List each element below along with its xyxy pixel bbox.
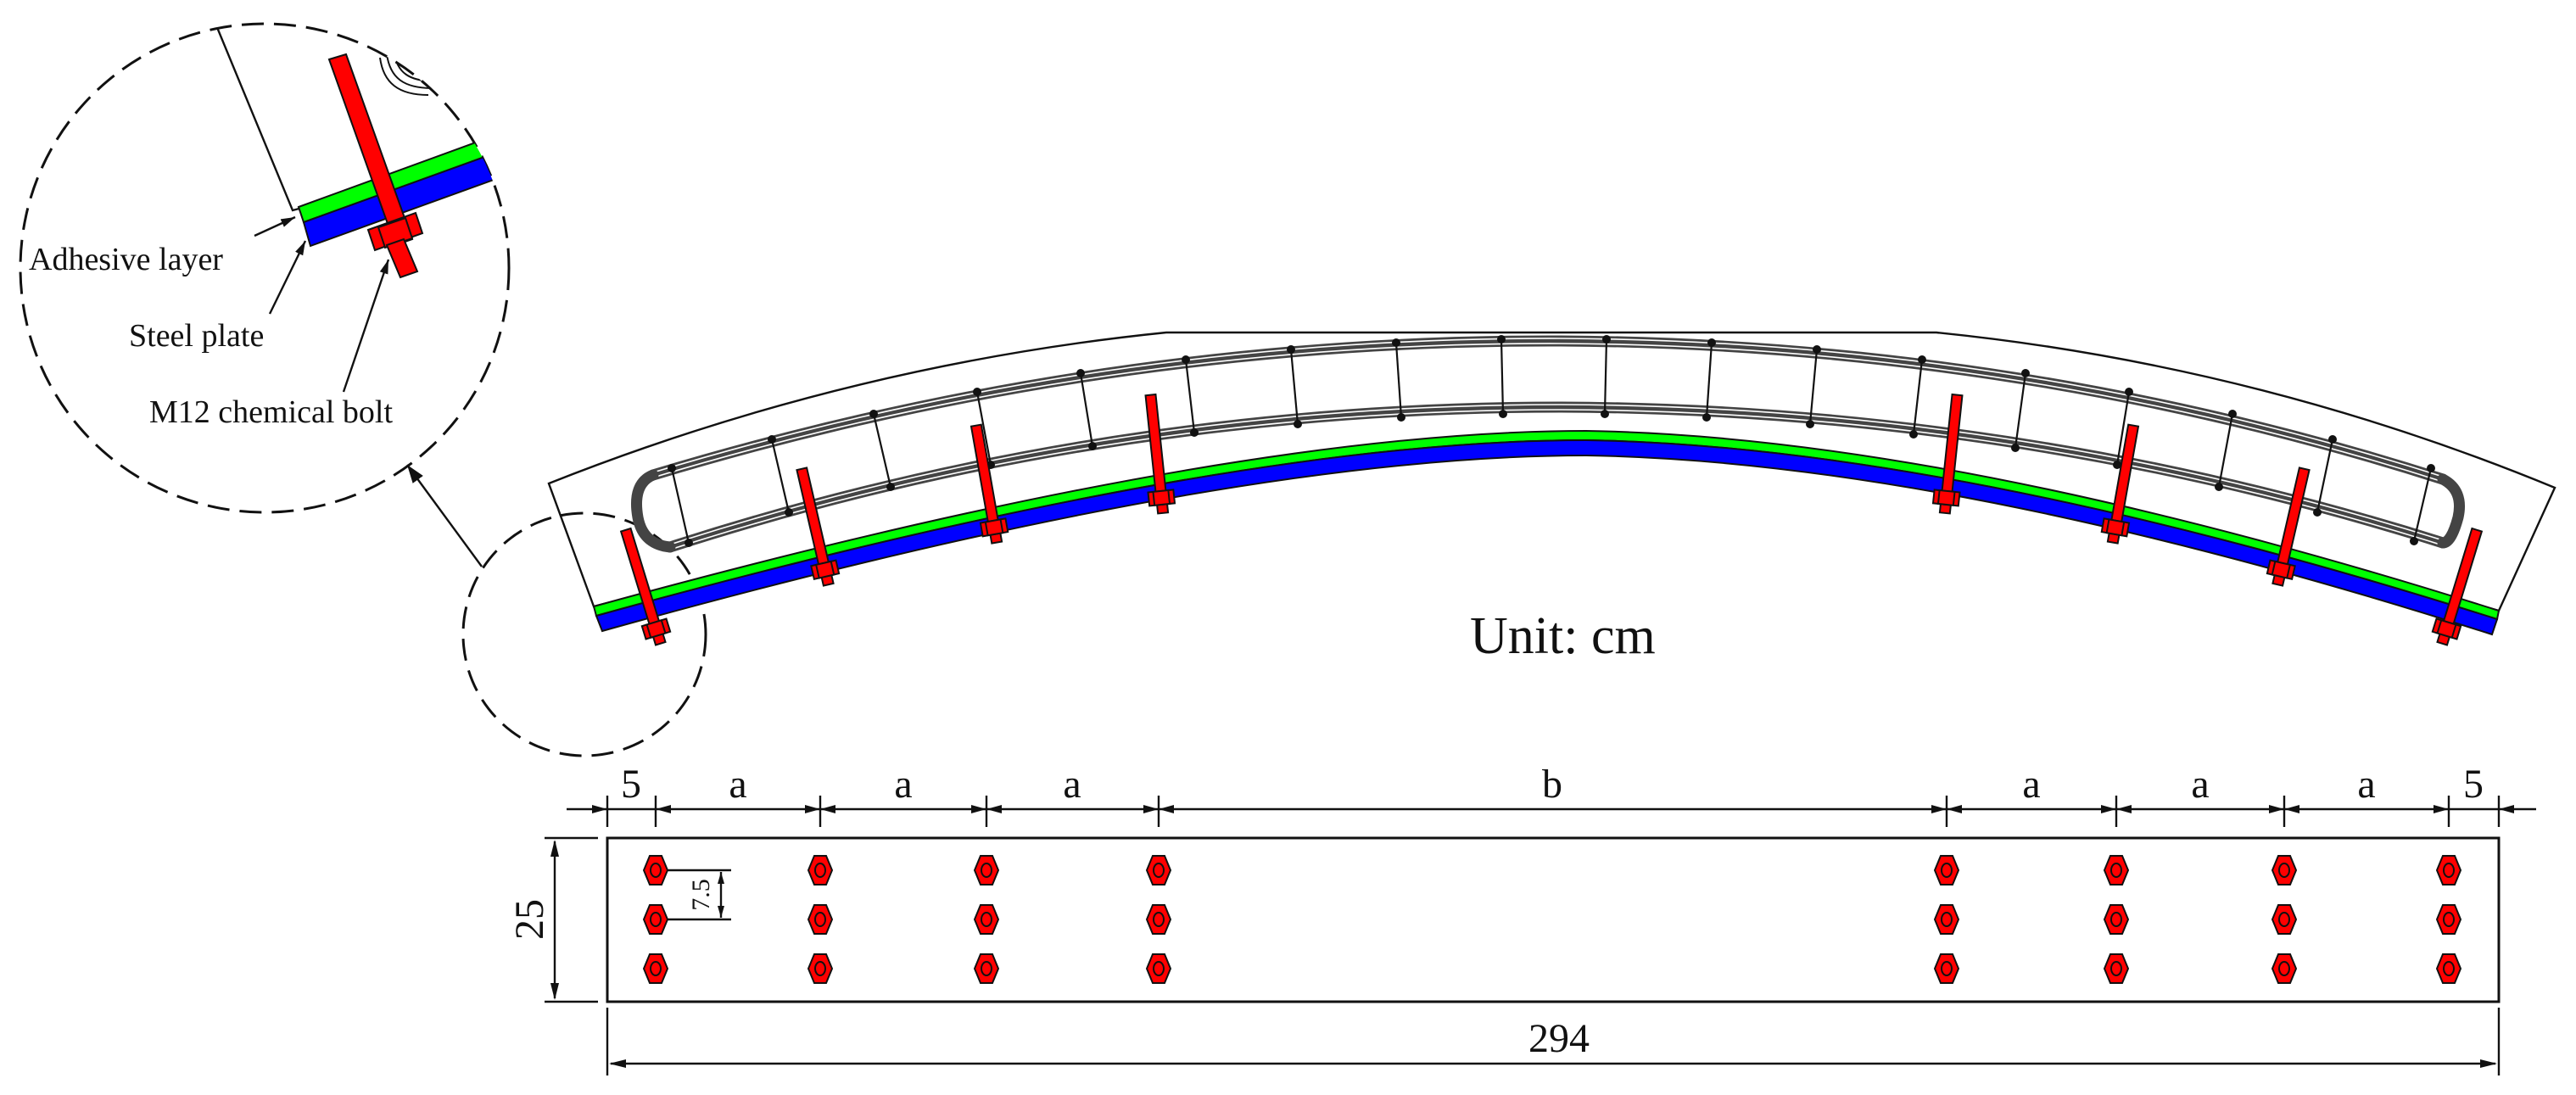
rebar-hook-left (631, 469, 676, 553)
dim-a-6: a (2357, 762, 2375, 807)
plan-bolt-head (2271, 953, 2298, 984)
plan-bolt-head (2271, 904, 2298, 935)
elevation-bolt (2431, 527, 2484, 646)
bottom-rebar (664, 401, 2449, 553)
detail-circle (19, 22, 511, 514)
elevation-bolts (619, 393, 2484, 646)
bolt-leader (342, 259, 390, 393)
row-spacing-dimension: 7.5 (665, 869, 731, 921)
plan-view: 5 a a a b a a a 5 25 7.5 (507, 762, 2536, 1075)
total-length-dimension: 294 (606, 1008, 2501, 1075)
adhesive-layer (592, 429, 2501, 621)
plan-bolt-head (1933, 953, 1960, 984)
plan-bolt-head (1145, 904, 1172, 935)
label-m12-chemical-bolt: M12 chemical bolt (149, 394, 393, 430)
dim-b: b (1542, 762, 1562, 807)
elevation-bolt (2266, 466, 2311, 587)
elevation-bolt (619, 527, 672, 646)
plan-bolt-head (807, 953, 834, 984)
plan-bolt-head (642, 904, 669, 935)
steel-plate (595, 439, 2499, 636)
dim-total-294: 294 (1528, 1016, 1590, 1061)
rebar-hook-right (2437, 473, 2465, 549)
callout-arrow (406, 464, 483, 567)
label-adhesive-layer: Adhesive layer (29, 242, 223, 277)
plan-bolt-head (2103, 904, 2130, 935)
plan-bolt-head (2103, 953, 2130, 984)
plan-bolt-head (2435, 855, 2462, 885)
dim-edge-right: 5 (2463, 762, 2484, 807)
dim-row-spacing: 7.5 (687, 879, 715, 911)
elevation-bolt (1144, 393, 1176, 515)
plan-bolt-head (2271, 855, 2298, 885)
plan-bolt-head (1933, 855, 1960, 885)
detail-concrete-edge (215, 25, 306, 212)
plan-bolt-grid (642, 855, 2462, 984)
stirrups (668, 335, 2435, 547)
detail-callout: Adhesive layer Steel plate M12 chemical … (19, 22, 511, 514)
plate-leader (268, 240, 307, 315)
plan-bolt-head (807, 855, 834, 885)
plan-bolt-head (1145, 855, 1172, 885)
unit-label: Unit: cm (1470, 607, 1656, 665)
width-dimension: 25 (507, 836, 598, 1003)
label-steel-plate: Steel plate (129, 318, 264, 354)
callout-source-circle (461, 511, 707, 757)
plan-bolt-head (807, 904, 834, 935)
plan-bolt-head (973, 904, 1000, 935)
plan-bolt-head (2435, 904, 2462, 935)
detail-steel-plate (302, 148, 509, 248)
plan-steel-plate (606, 836, 2501, 1003)
plan-bolt-head (1145, 953, 1172, 984)
elevation-bolt (969, 423, 1009, 545)
dim-a-4: a (2022, 762, 2040, 807)
plan-bolt-head (2435, 953, 2462, 984)
adhesive-leader (254, 215, 296, 237)
top-dimension-chain: 5 a a a b a a a 5 (567, 762, 2536, 827)
plan-bolt-head (973, 953, 1000, 984)
dim-a-2: a (894, 762, 912, 807)
dim-a-1: a (729, 762, 746, 807)
plan-bolt-head (1933, 904, 1960, 935)
detail-zoom-content (215, 25, 509, 279)
dim-a-3: a (1063, 762, 1081, 807)
elevation-bolt (2100, 423, 2140, 545)
elevation-bolt (1931, 393, 1964, 515)
top-rebar (647, 335, 2449, 485)
dim-a-5: a (2191, 762, 2209, 807)
beam-outline (547, 331, 2556, 612)
elevation-bolt (796, 466, 841, 587)
dim-width-25: 25 (507, 899, 552, 940)
plan-bolt-head (2103, 855, 2130, 885)
plan-bolt-head (642, 855, 669, 885)
dim-edge-left: 5 (621, 762, 641, 807)
plan-bolt-head (973, 855, 1000, 885)
beam-elevation: Unit: cm (547, 331, 2556, 665)
plan-bolt-head (642, 953, 669, 984)
